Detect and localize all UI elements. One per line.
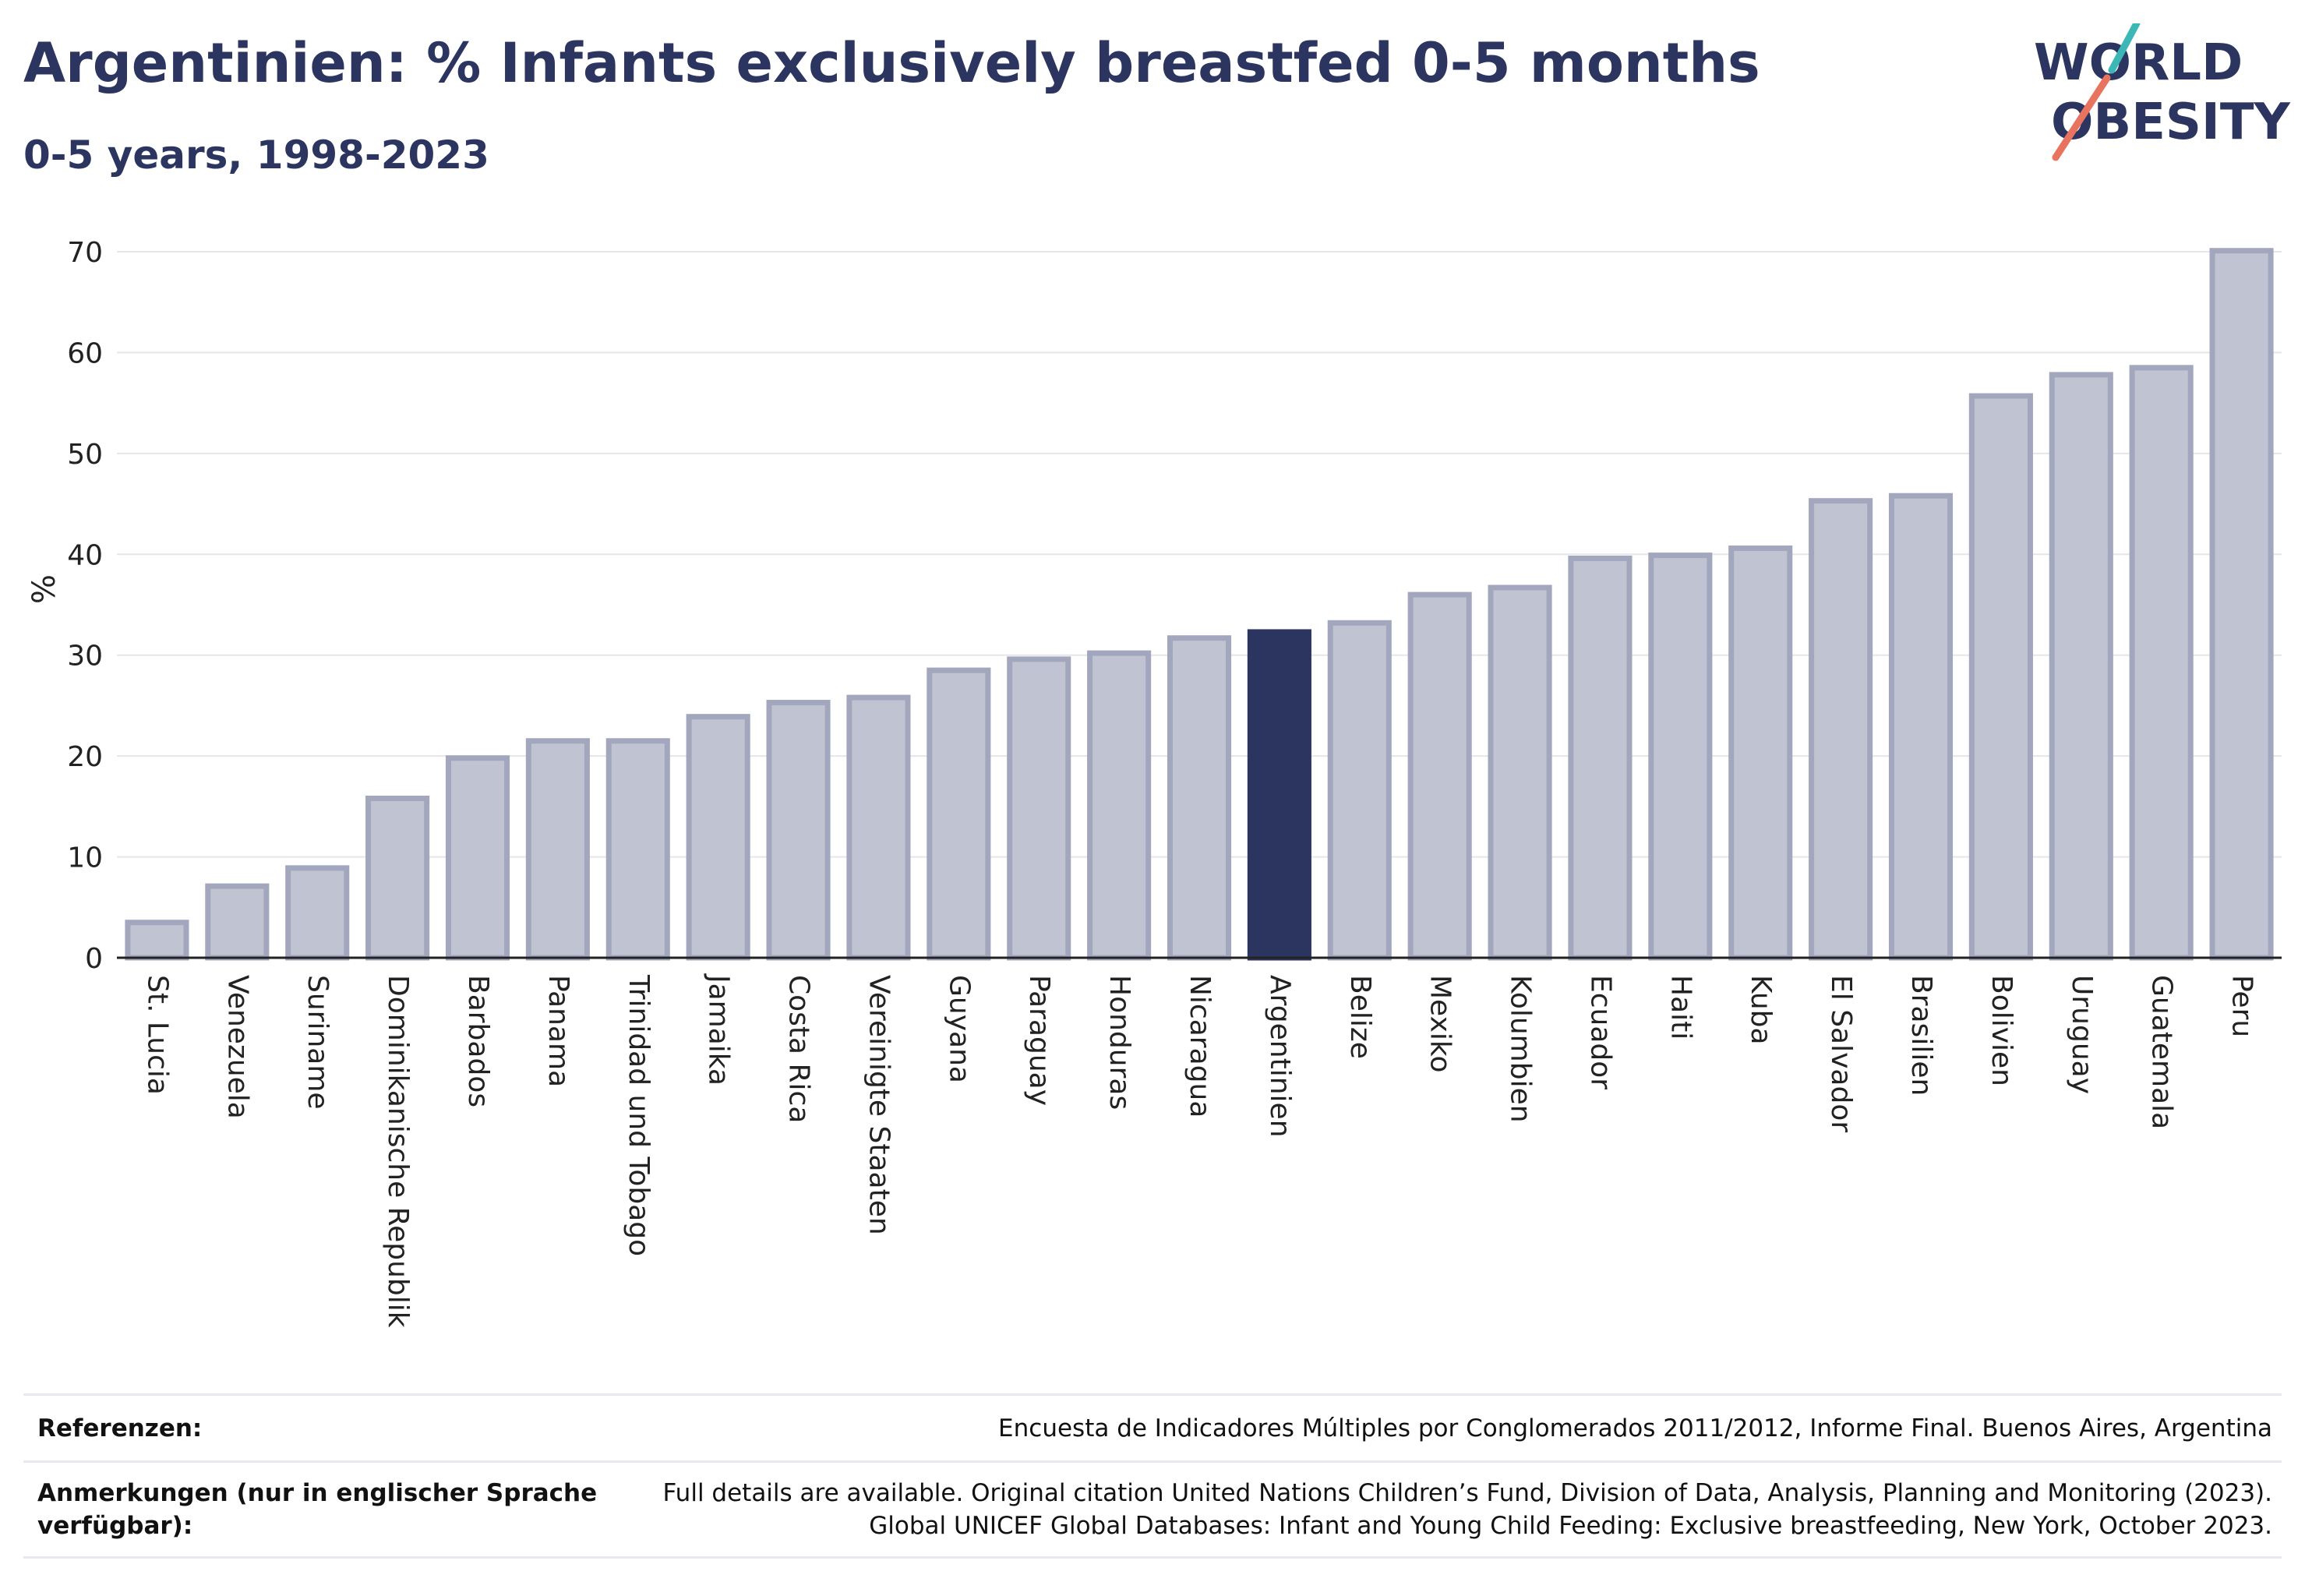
- chart-title: Argentinien: % Infants exclusively breas…: [23, 31, 1760, 95]
- x-category-label: Paraguay: [1023, 975, 1055, 1106]
- bar: [2129, 365, 2194, 961]
- x-category-label: Honduras: [1103, 975, 1135, 1110]
- y-tick-label: 20: [67, 741, 103, 773]
- bar: [766, 700, 831, 961]
- references-text: Encuesta de Indicadores Múltiples por Co…: [998, 1414, 2272, 1442]
- bar: [365, 796, 430, 961]
- y-axis-title: %: [26, 574, 62, 604]
- bar: [525, 738, 590, 961]
- logo-slash-coral: [2052, 74, 2111, 161]
- x-category-label: Vereinigte Staaten: [863, 975, 895, 1235]
- bar: [1728, 546, 1793, 961]
- x-category-label: Kuba: [1745, 975, 1777, 1045]
- bar: [1648, 553, 1713, 961]
- y-tick-labels: 0 10 20 30 40 50 60 70: [67, 237, 103, 975]
- x-category-label: Barbados: [462, 975, 494, 1107]
- x-category-label: Belize: [1344, 975, 1376, 1059]
- x-category-label: Brasilien: [1905, 975, 1937, 1096]
- bar: [205, 883, 270, 961]
- bar: [2209, 248, 2274, 961]
- bar: [927, 667, 991, 961]
- x-category-label: Ecuador: [1584, 975, 1616, 1089]
- logo-slash-teal: [2108, 23, 2141, 74]
- bar: [846, 694, 911, 961]
- bar-highlight: [1247, 629, 1311, 961]
- y-tick-label: 10: [67, 842, 103, 874]
- chart-subtitle: 0-5 years, 1998-2023: [23, 132, 489, 178]
- bar: [605, 738, 670, 961]
- x-category-labels: St. Lucia Venezuela Suriname Dominikanische…: [141, 973, 2257, 1328]
- bar: [1407, 591, 1472, 961]
- bar: [1007, 656, 1071, 961]
- y-tick-label: 70: [67, 237, 103, 269]
- bar-chart: 0 10 20 30 40 50 60 70 St. Lucia Venezuela Surina…: [26, 237, 2282, 1328]
- x-category-label: Mexiko: [1424, 975, 1456, 1072]
- x-category-label: Bolivien: [1986, 975, 2017, 1086]
- y-tick-label: 60: [67, 337, 103, 369]
- x-category-label: Venezuela: [221, 975, 253, 1119]
- x-category-label: Panama: [542, 975, 574, 1087]
- notes-text-line1: Full details are available. Original cit…: [662, 1479, 2272, 1507]
- bars: [125, 248, 2274, 961]
- bar: [1167, 635, 1232, 961]
- notes-row: Anmerkungen (nur in englischer Sprache v…: [23, 1460, 2282, 1559]
- x-category-label: Haiti: [1664, 975, 1696, 1040]
- x-category-label: Trinidad und Tobago: [623, 974, 655, 1256]
- x-category-label: Suriname: [302, 975, 334, 1110]
- bar: [686, 714, 750, 961]
- y-tick-label: 50: [67, 439, 103, 471]
- world-obesity-logo: WORLD OBESITY: [2034, 23, 2290, 161]
- x-category-label: Uruguay: [2066, 975, 2098, 1094]
- references-row: Referenzen: Encuesta de Indicadores Múlt…: [23, 1393, 2282, 1460]
- y-tick-label: 30: [67, 641, 103, 673]
- x-category-label: El Salvador: [1825, 975, 1857, 1132]
- bar: [1087, 650, 1152, 961]
- notes-label-line1: Anmerkungen (nur in englischer Sprache: [37, 1479, 598, 1507]
- notes-label-line2: verfügbar):: [37, 1512, 193, 1540]
- notes-text-line2: Global UNICEF Global Databases: Infant a…: [869, 1512, 2272, 1540]
- x-category-label: Kolumbien: [1505, 975, 1537, 1123]
- x-category-label: Guatemala: [2146, 975, 2178, 1129]
- bar: [1327, 620, 1392, 961]
- references-label: Referenzen:: [37, 1414, 203, 1442]
- bar: [125, 920, 189, 961]
- logo-line-world: WORLD: [2034, 34, 2243, 92]
- bar: [1809, 498, 1873, 961]
- notes-text: Full details are available. Original cit…: [663, 1477, 2282, 1542]
- x-category-label: Peru: [2226, 975, 2258, 1037]
- x-category-label: St. Lucia: [141, 975, 173, 1095]
- bar: [1488, 584, 1552, 961]
- bar: [1968, 393, 2033, 961]
- x-category-label: Guyana: [943, 975, 975, 1083]
- y-tick-label: 40: [67, 539, 103, 571]
- x-category-label: Dominikanische Republik: [382, 975, 414, 1328]
- bar: [1568, 555, 1633, 961]
- bar: [1888, 493, 1954, 961]
- footer: Referenzen: Encuesta de Indicadores Múlt…: [23, 1393, 2282, 1559]
- bar: [285, 865, 350, 961]
- x-category-label: Jamaika: [703, 973, 735, 1086]
- x-category-label: Costa Rica: [783, 975, 815, 1123]
- bar: [445, 755, 510, 961]
- notes-label: Anmerkungen (nur in englischer Sprache v…: [23, 1477, 597, 1542]
- x-category-label: Argentinien: [1264, 975, 1296, 1138]
- x-category-label: Nicaragua: [1184, 975, 1216, 1118]
- bar: [2049, 372, 2113, 961]
- y-tick-label: 0: [85, 943, 103, 975]
